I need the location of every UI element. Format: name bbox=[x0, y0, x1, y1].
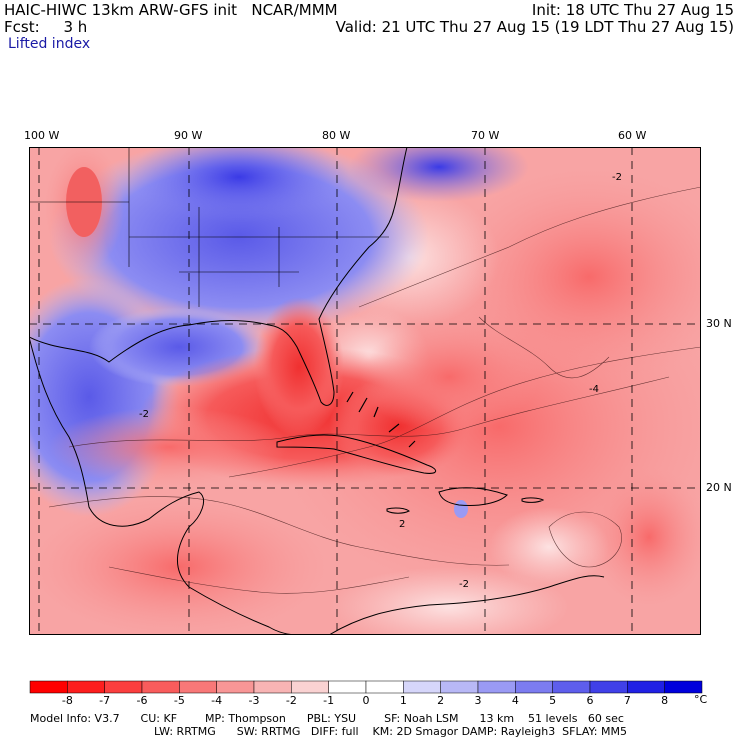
colorbar-bin bbox=[291, 680, 329, 694]
contour-label: -2 bbox=[139, 409, 149, 420]
colorbar-bin bbox=[216, 680, 255, 694]
colorbar-bin bbox=[403, 680, 441, 694]
lat-label-20n: 20 N bbox=[706, 481, 732, 494]
colorbar-tick-label: 2 bbox=[437, 694, 444, 707]
colorbar-tick-label: -8 bbox=[62, 694, 73, 707]
colorbar-tick-label: 7 bbox=[624, 694, 631, 707]
colorbar-bin bbox=[552, 680, 591, 694]
colorbar-tick-label: 1 bbox=[400, 694, 407, 707]
colorbar-bin bbox=[179, 680, 217, 694]
contour-label: 2 bbox=[399, 519, 405, 530]
lon-label-60w: 60 W bbox=[618, 129, 647, 142]
colorbar-tick-label: 0 bbox=[363, 694, 370, 707]
contour-label: -4 bbox=[589, 384, 599, 395]
lon-label-90w: 90 W bbox=[174, 129, 203, 142]
colorbar-bin bbox=[515, 680, 553, 694]
lifted-index-map: -2 -4 -2 2 -2 bbox=[29, 147, 701, 635]
lon-label-70w: 70 W bbox=[471, 129, 500, 142]
colorbar-tick-label: 3 bbox=[475, 694, 482, 707]
init-time: Init: 18 UTC Thu 27 Aug 15 bbox=[531, 1, 734, 19]
colorbar-tick-label: 5 bbox=[549, 694, 556, 707]
lon-label-80w: 80 W bbox=[322, 129, 351, 142]
colorbar-tick-label: -4 bbox=[211, 694, 222, 707]
colorbar-bin bbox=[328, 680, 367, 694]
colorbar-bin bbox=[104, 680, 143, 694]
colorbar-tick-label: 4 bbox=[512, 694, 519, 707]
colorbar-bin bbox=[477, 680, 516, 694]
model-title: HAIC-HIWC 13km ARW-GFS init NCAR/MMM bbox=[4, 1, 338, 19]
colorbar-bin bbox=[627, 680, 665, 694]
colorbar-tick-label: -3 bbox=[249, 694, 260, 707]
model-info-line2: LW: RRTMG SW: RRTMG DIFF: full KM: 2D Sm… bbox=[154, 725, 627, 738]
colorbar-tick-label: 8 bbox=[661, 694, 668, 707]
colorbar-unit: °C bbox=[694, 693, 708, 706]
colorbar-bin bbox=[440, 680, 479, 694]
contour-label: -2 bbox=[612, 172, 622, 183]
variable-name: Lifted index bbox=[8, 36, 91, 52]
colorbar-bin bbox=[589, 680, 628, 694]
colorbar-tick-label: 6 bbox=[587, 694, 594, 707]
colorbar-tick-label: -7 bbox=[99, 694, 110, 707]
colorbar-bin bbox=[141, 680, 180, 694]
contour-label: -2 bbox=[459, 579, 469, 590]
colorbar-tick-label: -5 bbox=[174, 694, 185, 707]
forecast-hour: Fcst: 3 h bbox=[4, 18, 88, 36]
valid-time: Valid: 21 UTC Thu 27 Aug 15 (19 LDT Thu … bbox=[335, 18, 734, 36]
colorbar-bin bbox=[253, 680, 292, 694]
colorbar-tick-label: -2 bbox=[286, 694, 297, 707]
colorbar-tick-label: -6 bbox=[137, 694, 148, 707]
colorbar-bin bbox=[365, 680, 404, 694]
model-info-line1: Model Info: V3.7 CU: KF MP: Thompson PBL… bbox=[30, 712, 624, 725]
colorbar-tick-label: -1 bbox=[323, 694, 334, 707]
colorbar-bin bbox=[664, 680, 703, 694]
colorbar-bin bbox=[29, 680, 68, 694]
colorbar-bin bbox=[67, 680, 105, 694]
lon-label-100w: 100 W bbox=[24, 129, 60, 142]
lat-label-30n: 30 N bbox=[706, 317, 732, 330]
